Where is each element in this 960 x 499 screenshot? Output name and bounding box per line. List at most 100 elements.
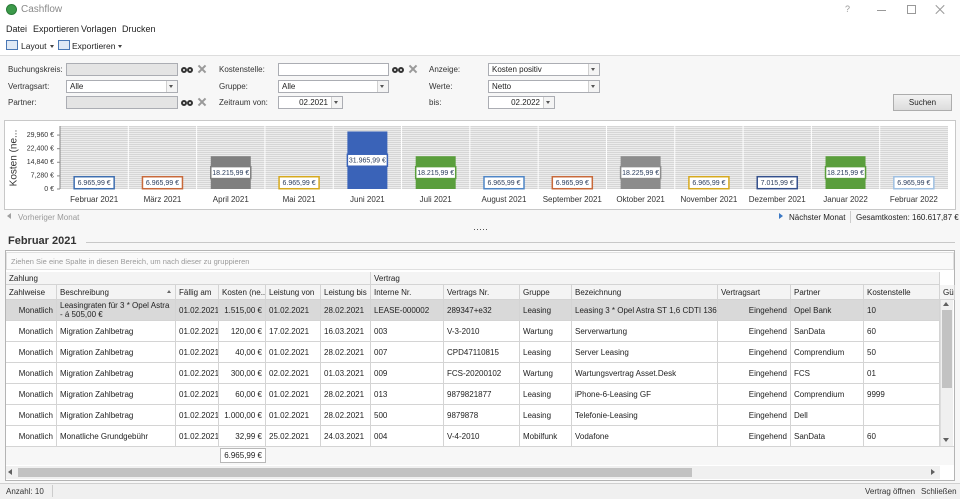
grid-cell[interactable]: Migration Zahlbetrag <box>57 342 176 363</box>
column-header[interactable]: Vertragsart <box>718 285 791 300</box>
grid-cell[interactable]: Monatlich <box>6 342 57 363</box>
grid-cell[interactable]: Serverwartung <box>572 321 718 342</box>
filter-input[interactable]: 02.2022 <box>488 96 555 109</box>
grid-cell[interactable]: Comprendium <box>791 342 864 363</box>
grid-cell[interactable]: 02.02.2021 <box>266 363 321 384</box>
splitter-dot[interactable] <box>474 229 475 230</box>
grid-cell[interactable]: 01.03.2021 <box>321 363 371 384</box>
grid-cell[interactable]: 500 <box>371 405 444 426</box>
help-button[interactable]: ? <box>845 4 851 14</box>
column-header[interactable]: Kostenstelle <box>864 285 940 300</box>
grid-cell[interactable]: 25.02.2021 <box>266 426 321 447</box>
grid-cell[interactable]: 01.02.2021 <box>176 342 219 363</box>
previous-month[interactable]: Vorheriger Monat <box>18 213 80 222</box>
grid-cell[interactable]: FCS-20200102 <box>444 363 520 384</box>
grid-cell[interactable]: Leasing 3 * Opel Astra ST 1,6 CDTI 136 P… <box>572 300 718 321</box>
grid-cell[interactable]: Leasing <box>520 300 572 321</box>
grid-cell[interactable]: 120,00 € <box>219 321 266 342</box>
maximize-button[interactable] <box>907 5 916 14</box>
column-header[interactable]: Beschreibung <box>57 285 176 300</box>
grid-cell[interactable]: Vodafone <box>572 426 718 447</box>
scroll-thumb[interactable] <box>18 468 692 477</box>
grid-cell[interactable]: 9879821877 <box>444 384 520 405</box>
grid-cell[interactable]: 01.02.2021 <box>176 426 219 447</box>
column-header[interactable]: Zahlweise <box>6 285 57 300</box>
grid-cell[interactable]: 24.03.2021 <box>321 426 371 447</box>
grid-cell[interactable]: Monatliche Grundgebühr <box>57 426 176 447</box>
grid-cell[interactable]: 50 <box>864 342 940 363</box>
grid-cell[interactable]: 01.02.2021 <box>266 405 321 426</box>
splitter-dot[interactable] <box>486 229 487 230</box>
column-header[interactable]: Gül <box>940 285 955 300</box>
splitter-dot[interactable] <box>483 229 484 230</box>
grid-cell[interactable]: 01.02.2021 <box>176 384 219 405</box>
close-button[interactable] <box>934 4 946 16</box>
scroll-thumb[interactable] <box>942 310 952 388</box>
grid-cell[interactable]: Eingehend <box>718 300 791 321</box>
grid-cell[interactable]: Migration Zahlbetrag <box>57 363 176 384</box>
grid-cell[interactable]: Comprendium <box>791 384 864 405</box>
grid-cell[interactable]: Eingehend <box>718 342 791 363</box>
clear-icon[interactable] <box>197 97 207 107</box>
grid-cell[interactable]: Mobilfunk <box>520 426 572 447</box>
filter-input[interactable]: Alle <box>278 80 389 93</box>
grid-cell[interactable]: Eingehend <box>718 321 791 342</box>
grid-cell[interactable]: 28.02.2021 <box>321 342 371 363</box>
grid-cell[interactable]: Eingehend <box>718 426 791 447</box>
grid-cell[interactable]: 01.02.2021 <box>266 384 321 405</box>
column-header[interactable]: Kosten (ne... <box>219 285 266 300</box>
grid-cell[interactable]: Monatlich <box>6 405 57 426</box>
column-header[interactable]: Gruppe <box>520 285 572 300</box>
toolbar-button[interactable]: Layout <box>21 41 47 51</box>
grid-cell[interactable]: 32,99 € <box>219 426 266 447</box>
grid-cell[interactable]: 01 <box>864 363 940 384</box>
grid-cell[interactable]: Opel Bank <box>791 300 864 321</box>
grid-cell[interactable]: 1.515,00 € <box>219 300 266 321</box>
grid-cell[interactable]: V-4-2010 <box>444 426 520 447</box>
menu-item[interactable]: Vorlagen <box>81 24 117 34</box>
next-month[interactable]: Nächster Monat <box>789 213 846 222</box>
grid-cell[interactable]: LEASE-000002 <box>371 300 444 321</box>
splitter-dot[interactable] <box>477 229 478 230</box>
grid-cell[interactable]: 01.02.2021 <box>176 405 219 426</box>
grid-cell[interactable]: 60 <box>864 426 940 447</box>
clear-icon[interactable] <box>197 64 207 74</box>
search-icon[interactable] <box>181 65 193 74</box>
column-header[interactable]: Interne Nr. <box>371 285 444 300</box>
search-button[interactable]: Suchen <box>893 94 952 111</box>
grid-cell[interactable]: Migration Zahlbetrag <box>57 384 176 405</box>
grid-cell[interactable]: 28.02.2021 <box>321 300 371 321</box>
grid-cell[interactable]: Monatlich <box>6 384 57 405</box>
grid-cell[interactable]: Leasing <box>520 384 572 405</box>
grid-cell[interactable]: Wartung <box>520 321 572 342</box>
grid-cell[interactable]: Dell <box>791 405 864 426</box>
minimize-button[interactable] <box>877 10 886 11</box>
filter-input[interactable]: Netto <box>488 80 600 93</box>
grid-cell[interactable]: 16.03.2021 <box>321 321 371 342</box>
grid-cell[interactable]: 004 <box>371 426 444 447</box>
grid-cell[interactable]: Monatlich <box>6 321 57 342</box>
grid-cell[interactable]: 009 <box>371 363 444 384</box>
menu-item[interactable]: Datei <box>6 24 28 34</box>
grid-cell[interactable]: Wartung <box>520 363 572 384</box>
filter-input[interactable]: Alle <box>66 80 178 93</box>
grid-cell[interactable]: 28.02.2021 <box>321 405 371 426</box>
grid-cell[interactable]: SanData <box>791 426 864 447</box>
grid-cell[interactable]: 01.02.2021 <box>266 342 321 363</box>
clear-icon[interactable] <box>408 64 418 74</box>
grid-cell[interactable]: 9879878 <box>444 405 520 426</box>
search-icon[interactable] <box>181 98 193 107</box>
grid-cell[interactable]: 1.000,00 € <box>219 405 266 426</box>
filter-input[interactable] <box>278 63 389 76</box>
column-header[interactable]: Leistung von <box>266 285 321 300</box>
grid-cell[interactable]: Eingehend <box>718 363 791 384</box>
splitter-dot[interactable] <box>480 229 481 230</box>
grid-cell[interactable]: Monatlich <box>6 363 57 384</box>
grid-cell[interactable]: 9999 <box>864 384 940 405</box>
grid-cell[interactable]: Eingehend <box>718 405 791 426</box>
column-header[interactable]: Leistung bis <box>321 285 371 300</box>
grid-cell[interactable]: 289347+e32 <box>444 300 520 321</box>
column-header[interactable]: Vertrags Nr. <box>444 285 520 300</box>
grid-cell[interactable]: 28.02.2021 <box>321 384 371 405</box>
menu-item[interactable]: Drucken <box>122 24 156 34</box>
